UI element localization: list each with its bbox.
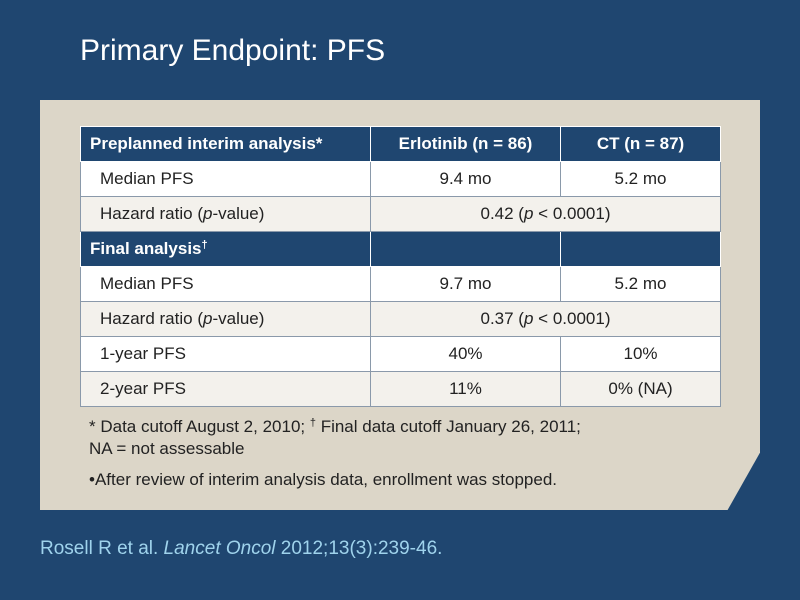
citation: Rosell R et al. Lancet Oncol 2012;13(3):… xyxy=(40,538,443,559)
row-label: Median PFS xyxy=(80,161,371,197)
row-label: Hazard ratio (p-value) xyxy=(80,196,371,232)
header-erlotinib: Erlotinib (n = 86) xyxy=(370,126,561,162)
cell-erlotinib: 40% xyxy=(370,336,561,372)
row-label: Hazard ratio (p-value) xyxy=(80,301,371,337)
row-label: 1-year PFS xyxy=(80,336,371,372)
table-row: 1-year PFS 40% 10% xyxy=(80,336,721,372)
cell-ct: 5.2 mo xyxy=(560,266,721,302)
table-row: Hazard ratio (p-value) 0.42 (p < 0.0001) xyxy=(80,196,721,232)
footnote: * Data cutoff August 2, 2010; † Final da… xyxy=(89,416,729,460)
cell-ct: 5.2 mo xyxy=(560,161,721,197)
footnote-line-2: NA = not assessable xyxy=(89,439,245,458)
bullet-note: •After review of interim analysis data, … xyxy=(89,470,557,489)
row-label: 2-year PFS xyxy=(80,371,371,407)
section-label: Final analysis† xyxy=(80,231,371,267)
table-header-row: Preplanned interim analysis* Erlotinib (… xyxy=(80,126,721,162)
section-empty-cell xyxy=(560,231,721,267)
cell-erlotinib: 9.4 mo xyxy=(370,161,561,197)
pfs-table: Preplanned interim analysis* Erlotinib (… xyxy=(80,126,721,407)
header-ct: CT (n = 87) xyxy=(560,126,721,162)
footnote-line-1: * Data cutoff August 2, 2010; † Final da… xyxy=(89,417,581,436)
cell-hazard-ratio: 0.37 (p < 0.0001) xyxy=(370,301,721,337)
cell-hazard-ratio: 0.42 (p < 0.0001) xyxy=(370,196,721,232)
slide-title: Primary Endpoint: PFS xyxy=(80,34,386,67)
cell-ct: 10% xyxy=(560,336,721,372)
cell-erlotinib: 9.7 mo xyxy=(370,266,561,302)
header-interim-analysis: Preplanned interim analysis* xyxy=(80,126,371,162)
section-row-final-analysis: Final analysis† xyxy=(80,231,721,267)
cell-erlotinib: 11% xyxy=(370,371,561,407)
table-row: Median PFS 9.4 mo 5.2 mo xyxy=(80,161,721,197)
section-empty-cell xyxy=(370,231,561,267)
table-row: Median PFS 9.7 mo 5.2 mo xyxy=(80,266,721,302)
table-row: Hazard ratio (p-value) 0.37 (p < 0.0001) xyxy=(80,301,721,337)
row-label: Median PFS xyxy=(80,266,371,302)
table-row: 2-year PFS 11% 0% (NA) xyxy=(80,371,721,407)
cell-ct: 0% (NA) xyxy=(560,371,721,407)
